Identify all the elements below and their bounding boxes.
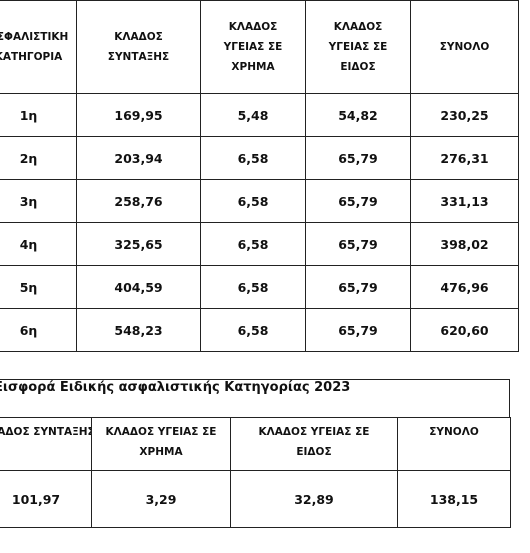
header-health-kind-line-3: ΕΙΔΟΣ [340,61,376,73]
category-cell: 3η [0,179,77,223]
header-health-kind-line-2: ΥΓΕΙΑΣ ΣΕ [328,41,388,53]
contributions-by-category-table: ΑΣΦΑΛΙΣΤΙΚΗ ΚΑΤΗΓΟΡΙΑ ΚΛΑΔΟΣ ΣΥΝΤΑΞΗΣ ΚΛ… [0,0,519,352]
header-pension: ΚΛΑΔΟΣ ΣΥΝΤΑΞΗΣ [76,0,201,94]
category-cell: 1η [0,93,77,137]
total-cell: 331,13 [410,179,519,223]
category-cell: 4η [0,222,77,266]
health-cash-cell: 6,58 [200,265,306,309]
health-kind-cell: 54,82 [305,93,411,137]
category-cell: 2η [0,136,77,180]
health-cash-cell: 3,29 [91,470,231,528]
pension-cell: 548,23 [76,308,201,352]
total-cell: 620,60 [410,308,519,352]
total-cell: 230,25 [410,93,519,137]
table-row: 1η 169,95 5,48 54,82 230,25 [0,93,519,137]
health-kind-cell: 65,79 [305,308,411,352]
header-health-kind-line-1: ΚΛΑΔΟΣ [333,21,383,33]
header-pension-line-2: ΣΥΝΤΑΞΗΣ [107,51,170,63]
special-category-table-title: Εισφορά Ειδικής ασφαλιστικής Κατηγορίας … [0,380,351,395]
header-health-cash-line-3: ΧΡΗΜΑ [231,61,275,73]
total-cell: 476,96 [410,265,519,309]
header-total: ΣΥΝΟΛΟ [410,0,519,94]
header-health-cash-line-1: ΚΛΑΔΟΣ [228,21,278,33]
health-kind-cell: 65,79 [305,222,411,266]
header-pension: ΚΛΑΔΟΣ ΣΥΝΤΑΞΗΣ [0,417,92,471]
header-category-line-2: ΚΑΤΗΓΟΡΙΑ [0,51,63,63]
header-pension-line-1: ΚΛΑΔΟΣ [114,31,163,43]
pension-cell: 101,97 [0,470,92,528]
header-category: ΑΣΦΑΛΙΣΤΙΚΗ ΚΑΤΗΓΟΡΙΑ [0,0,77,94]
total-cell: 138,15 [397,470,511,528]
category-cell: 6η [0,308,77,352]
header-health-cash: ΚΛΑΔΟΣ ΥΓΕΙΑΣ ΣΕ ΧΡΗΜΑ [200,0,306,94]
health-kind-cell: 65,79 [305,136,411,180]
total-cell: 398,02 [410,222,519,266]
table-header-row: ΚΛΑΔΟΣ ΣΥΝΤΑΞΗΣ ΚΛΑΔΟΣ ΥΓΕΙΑΣ ΣΕ ΧΡΗΜΑ Κ… [0,417,511,471]
health-cash-cell: 6,58 [200,308,306,352]
header-health-cash-line-1: ΚΛΑΔΟΣ ΥΓΕΙΑΣ ΣΕ [105,426,217,438]
health-kind-cell: 65,79 [305,179,411,223]
header-health-kind-line-2: ΕΙΔΟΣ [296,446,332,458]
pension-cell: 169,95 [76,93,201,137]
pension-cell: 325,65 [76,222,201,266]
health-kind-cell: 65,79 [305,265,411,309]
header-total-line-1: ΣΥΝΟΛΟ [429,426,479,438]
table-header-row: ΑΣΦΑΛΙΣΤΙΚΗ ΚΑΤΗΓΟΡΙΑ ΚΛΑΔΟΣ ΣΥΝΤΑΞΗΣ ΚΛ… [0,0,519,94]
special-category-table-title-box [0,379,510,418]
table-row: 2η 203,94 6,58 65,79 276,31 [0,136,519,180]
table-row: 3η 258,76 6,58 65,79 331,13 [0,179,519,223]
total-cell: 276,31 [410,136,519,180]
header-category-line-1: ΑΣΦΑΛΙΣΤΙΚΗ [0,31,69,43]
health-kind-cell: 32,89 [230,470,398,528]
header-health-cash-line-2: ΥΓΕΙΑΣ ΣΕ [223,41,283,53]
header-total: ΣΥΝΟΛΟ [397,417,511,471]
pension-cell: 258,76 [76,179,201,223]
health-cash-cell: 6,58 [200,222,306,266]
header-total-line-1: ΣΥΝΟΛΟ [439,41,490,53]
header-health-kind: ΚΛΑΔΟΣ ΥΓΕΙΑΣ ΣΕ ΕΙΔΟΣ [230,417,398,471]
table-row: 4η 325,65 6,58 65,79 398,02 [0,222,519,266]
header-pension-line-1: ΚΛΑΔΟΣ ΣΥΝΤΑΞΗΣ [0,426,92,438]
header-health-kind-line-1: ΚΛΑΔΟΣ ΥΓΕΙΑΣ ΣΕ [258,426,370,438]
table-row: 101,97 3,29 32,89 138,15 [0,470,511,528]
header-health-kind: ΚΛΑΔΟΣ ΥΓΕΙΑΣ ΣΕ ΕΙΔΟΣ [305,0,411,94]
table-row: 6η 548,23 6,58 65,79 620,60 [0,308,519,352]
category-cell: 5η [0,265,77,309]
header-health-cash: ΚΛΑΔΟΣ ΥΓΕΙΑΣ ΣΕ ΧΡΗΜΑ [91,417,231,471]
health-cash-cell: 5,48 [200,93,306,137]
special-category-table: ΚΛΑΔΟΣ ΣΥΝΤΑΞΗΣ ΚΛΑΔΟΣ ΥΓΕΙΑΣ ΣΕ ΧΡΗΜΑ Κ… [0,417,511,528]
health-cash-cell: 6,58 [200,136,306,180]
health-cash-cell: 6,58 [200,179,306,223]
table-row: 5η 404,59 6,58 65,79 476,96 [0,265,519,309]
header-health-cash-line-2: ΧΡΗΜΑ [139,446,183,458]
pension-cell: 404,59 [76,265,201,309]
pension-cell: 203,94 [76,136,201,180]
